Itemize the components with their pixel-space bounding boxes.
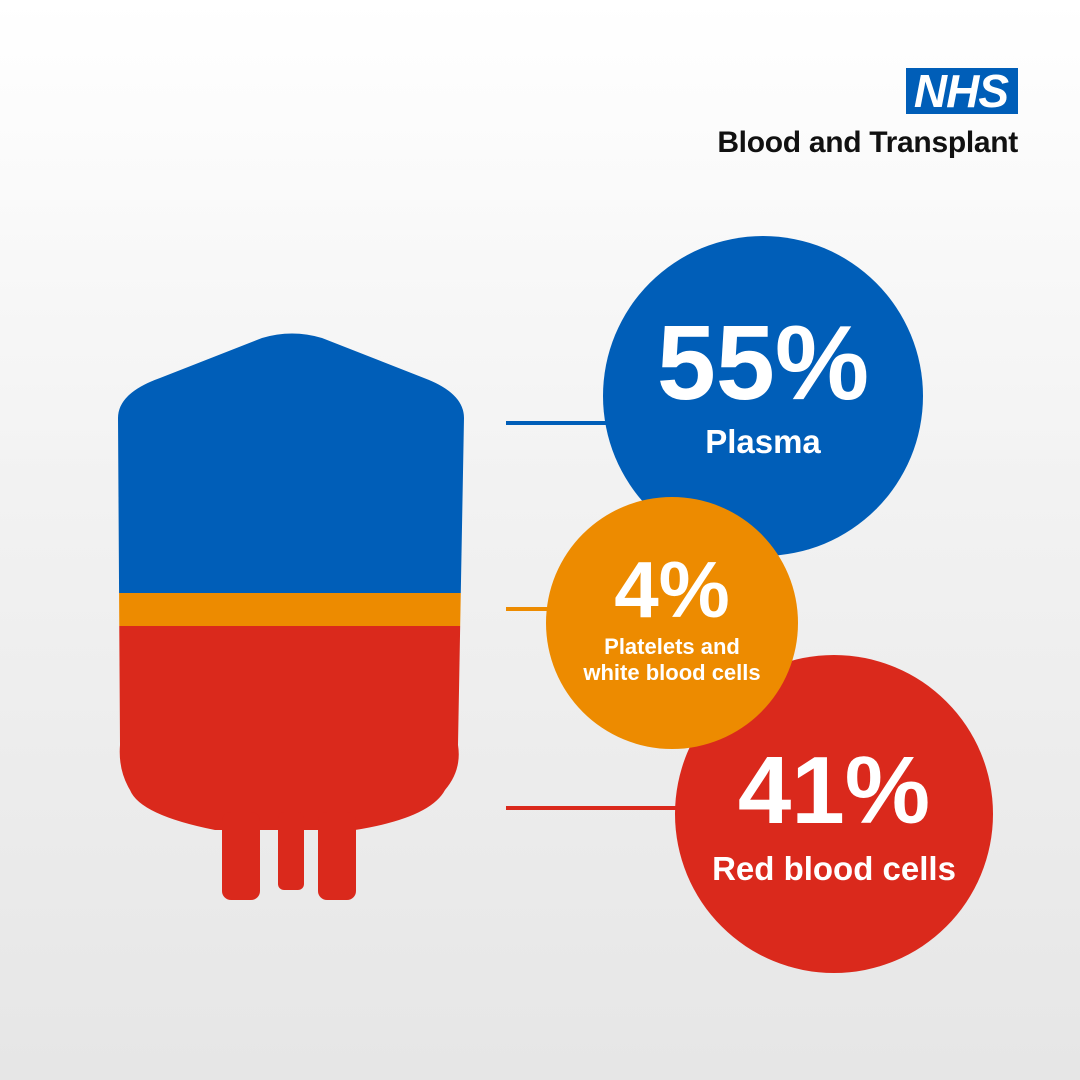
nhs-logo: NHS Blood and Transplant [717, 68, 1018, 160]
platelets-percent: 4% [614, 544, 730, 634]
blood-bag [118, 333, 464, 830]
plasma-percent: 55% [656, 304, 870, 423]
platelets-label-line-1: Platelets and [604, 633, 740, 659]
platelets-label: Platelets and white blood cells [583, 634, 760, 687]
bag-ports [222, 812, 356, 900]
bag-port-right [318, 812, 356, 900]
bag-port-left [222, 812, 260, 900]
red-cells-percent: 41% [737, 737, 931, 845]
bag-port-middle [278, 812, 304, 890]
plasma-label: Plasma [705, 423, 821, 461]
red-cells-bubble: 41% Red blood cells [675, 655, 993, 973]
platelets-label-line-2: white blood cells [583, 660, 761, 685]
platelets-layer [118, 593, 464, 626]
red-cells-layer [118, 626, 464, 830]
nhs-logo-mark: NHS [905, 68, 1018, 114]
organisation-name: Blood and Transplant [717, 126, 1018, 159]
platelets-bubble: 4% Platelets and white blood cells [546, 497, 798, 749]
plasma-layer [118, 333, 464, 593]
red-cells-label: Red blood cells [712, 850, 956, 888]
